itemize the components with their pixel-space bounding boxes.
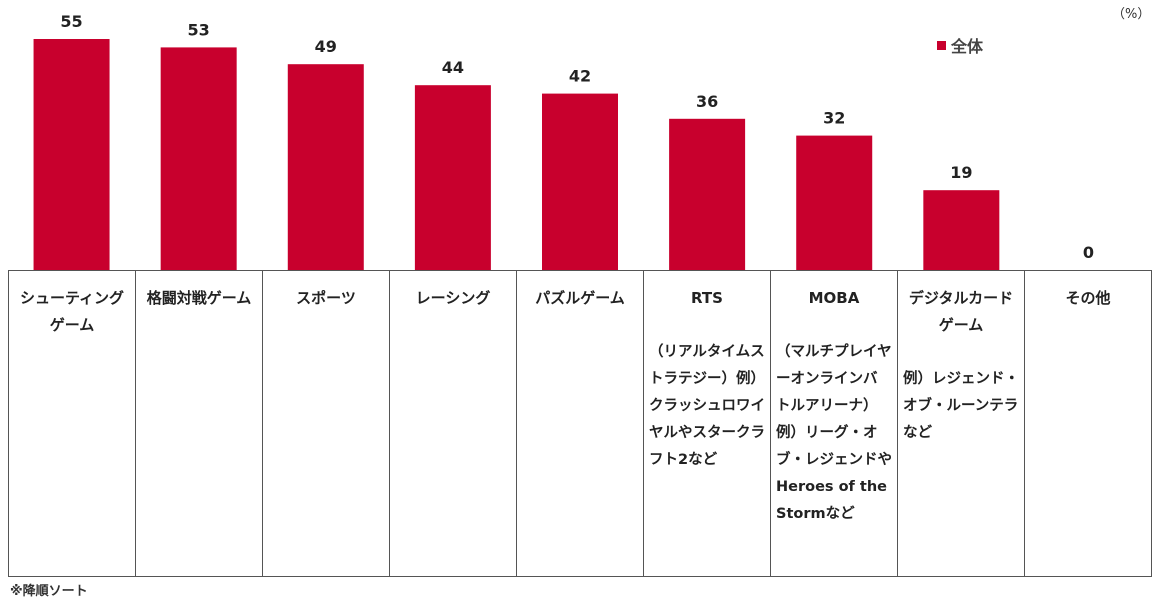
category-cell-1: 格闘対戦ゲーム [135, 270, 263, 577]
bar-0 [33, 39, 110, 270]
category-cell-0: シューティングゲーム [8, 270, 136, 577]
category-label-1: 格闘対戦ゲーム [146, 289, 252, 307]
data-label-5: 36 [696, 92, 718, 111]
data-label-0: 55 [60, 12, 82, 31]
bar-chart: 55 53 49 44 42 36 32 19 0 [33, 12, 1094, 270]
category-description-5: （リアルタイムストラテジー）例）クラッシュロワイヤルやスタークラフト2など [649, 344, 765, 468]
data-label-1: 53 [188, 20, 210, 39]
legend: 全体 [937, 33, 983, 57]
category-description-7: 例）レジェンド・オブ・ルーンテラなど [903, 371, 1019, 441]
data-label-7: 19 [950, 163, 972, 182]
category-cell-4: パズルゲーム [516, 270, 644, 577]
data-label-8: 0 [1083, 243, 1094, 262]
bar-3 [414, 85, 491, 270]
category-cell-8: その他 [1024, 270, 1152, 577]
sort-note: ※降順ソート [10, 584, 88, 599]
category-description-6: （マルチプレイヤーオンラインバトルアリーナ）例）リーグ・オブ・レジェンドやHer… [776, 344, 892, 522]
bar-2 [287, 64, 364, 270]
unit-label: （%） [1112, 7, 1151, 22]
category-label-6: MOBA [808, 289, 860, 307]
bar-7 [923, 190, 1000, 270]
data-label-6: 32 [823, 109, 845, 128]
category-cell-5: RTS （リアルタイムストラテジー）例）クラッシュロワイヤルやスタークラフト2など [643, 270, 771, 577]
category-cell-2: スポーツ [262, 270, 390, 577]
category-label-2: スポーツ [296, 289, 356, 307]
data-label-3: 44 [442, 58, 464, 77]
category-cell-3: レーシング [389, 270, 517, 577]
data-label-4: 42 [569, 67, 591, 86]
category-label-3: レーシング [415, 289, 491, 307]
category-cell-7: デジタルカードゲーム例）レジェンド・オブ・ルーンテラなど [897, 270, 1025, 577]
bar-1 [160, 47, 237, 270]
category-label-8: その他 [1065, 289, 1111, 307]
legend-label: 全体 [951, 37, 984, 56]
category-table: シューティングゲーム 格闘対戦ゲーム スポーツ レーシング パズルゲーム RTS （リアルタ… [8, 270, 1152, 577]
category-label-7: デジタルカードゲーム [908, 289, 1014, 334]
bar-4 [542, 93, 618, 270]
data-label-2: 49 [315, 37, 337, 56]
bar-5 [669, 118, 746, 270]
category-label-0: シューティングゲーム [19, 289, 125, 334]
legend-swatch [937, 40, 946, 50]
bar-6 [796, 135, 873, 270]
category-row: シューティングゲーム 格闘対戦ゲーム スポーツ レーシング パズルゲーム RTS （リアルタ… [8, 270, 1152, 577]
category-label-5: RTS [691, 289, 723, 307]
category-cell-6: MOBA （マルチプレイヤーオンラインバトルアリーナ）例）リーグ・オブ・レジェンド… [770, 270, 898, 577]
category-label-4: パズルゲーム [535, 289, 625, 307]
